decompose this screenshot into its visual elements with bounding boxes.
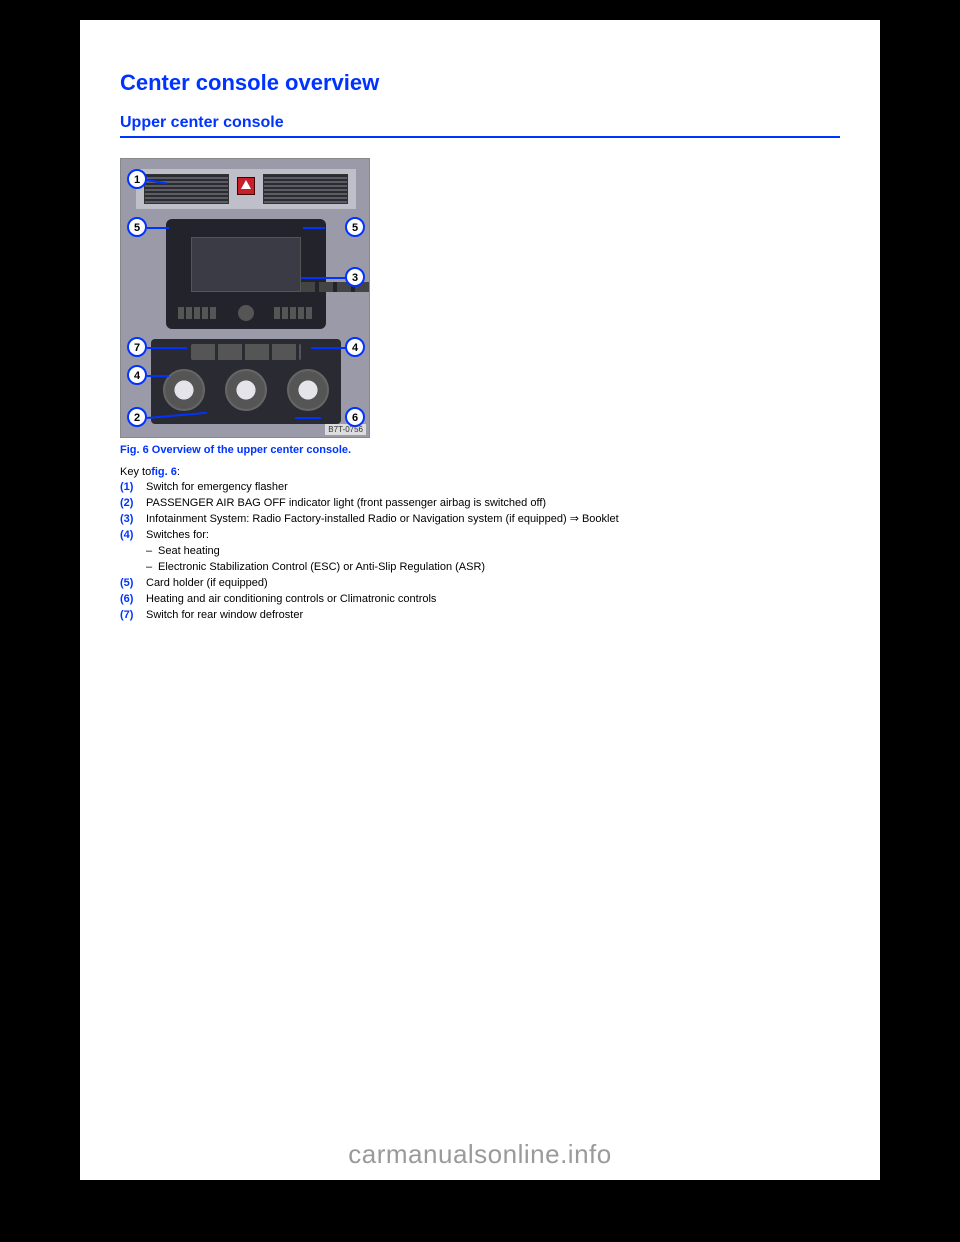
callout-4: 4 [127, 365, 147, 385]
key-number: (4) [120, 528, 146, 544]
dash-icon: – [146, 544, 158, 560]
page: Center console overview Upper center con… [80, 20, 880, 1180]
key-list-row: (4)Switches for: [120, 528, 840, 544]
hazard-switch-icon [237, 177, 255, 195]
key-list-row: (2)PASSENGER AIR BAG OFF indicator light… [120, 496, 840, 512]
key-line: Key to fig. 6 : [120, 466, 840, 478]
key-list: (1)Switch for emergency flasher(2)PASSEN… [120, 480, 840, 623]
callout-lead [295, 417, 321, 419]
hvac-button-bar [191, 344, 301, 360]
figure-wrapper: B7T-0756 155347426 Fig. 6 Overview of th… [120, 158, 370, 456]
figure-6: B7T-0756 155347426 [120, 158, 370, 438]
radio-buttons-left [178, 307, 218, 319]
key-number: (3) [120, 512, 146, 528]
key-list-row: (5)Card holder (if equipped) [120, 576, 840, 592]
callout-lead [147, 227, 169, 229]
key-description: Infotainment System: Radio Factory-insta… [146, 512, 619, 528]
key-number: (6) [120, 592, 146, 608]
callout-5: 5 [127, 217, 147, 237]
air-vent-right [263, 174, 348, 204]
air-vent-left [144, 174, 229, 204]
section-subtitle: Upper center console [120, 114, 840, 138]
callout-2: 2 [127, 407, 147, 427]
key-list-row: (7)Switch for rear window defroster [120, 608, 840, 624]
key-description: Switches for: [146, 528, 209, 544]
key-description: Switch for rear window defroster [146, 608, 303, 624]
key-description: Heating and air conditioning controls or… [146, 592, 436, 608]
callout-1: 1 [127, 169, 147, 189]
page-title: Center console overview [120, 70, 840, 96]
radio-knob [238, 305, 254, 321]
key-sub-description: Electronic Stabilization Control (ESC) o… [158, 560, 485, 576]
hvac-panel [151, 339, 341, 424]
callout-lead [301, 277, 347, 279]
vent-assembly [136, 169, 356, 209]
key-number: (2) [120, 496, 146, 512]
key-subitem: –Electronic Stabilization Control (ESC) … [120, 560, 840, 576]
key-number: (5) [120, 576, 146, 592]
callout-5: 5 [345, 217, 365, 237]
callout-lead [147, 347, 187, 349]
figure-caption: Fig. 6 Overview of the upper center cons… [120, 444, 370, 456]
callout-lead [147, 375, 169, 377]
infotainment-screen [191, 237, 301, 292]
key-list-row: (3)Infotainment System: Radio Factory-in… [120, 512, 840, 528]
key-number: (7) [120, 608, 146, 624]
key-subitem: –Seat heating [120, 544, 840, 560]
callout-4: 4 [345, 337, 365, 357]
radio-buttons-right [274, 307, 314, 319]
key-suffix: : [177, 466, 180, 478]
hvac-dial-1 [163, 369, 205, 411]
callout-7: 7 [127, 337, 147, 357]
hvac-dial-3 [287, 369, 329, 411]
key-prefix: Key to [120, 466, 151, 478]
watermark-footer: carmanualsonline.info [80, 1139, 880, 1170]
key-number: (1) [120, 480, 146, 496]
callout-lead [303, 227, 325, 229]
key-list-row: (6)Heating and air conditioning controls… [120, 592, 840, 608]
hvac-dial-2 [225, 369, 267, 411]
dash-icon: – [146, 560, 158, 576]
callout-3: 3 [345, 267, 365, 287]
key-sub-description: Seat heating [158, 544, 220, 560]
key-description: Card holder (if equipped) [146, 576, 268, 592]
key-description: Switch for emergency flasher [146, 480, 288, 496]
key-description: PASSENGER AIR BAG OFF indicator light (f… [146, 496, 546, 512]
callout-6: 6 [345, 407, 365, 427]
key-list-row: (1)Switch for emergency flasher [120, 480, 840, 496]
key-link[interactable]: fig. 6 [151, 466, 177, 478]
infotainment-unit [166, 219, 326, 329]
callout-lead [311, 347, 347, 349]
